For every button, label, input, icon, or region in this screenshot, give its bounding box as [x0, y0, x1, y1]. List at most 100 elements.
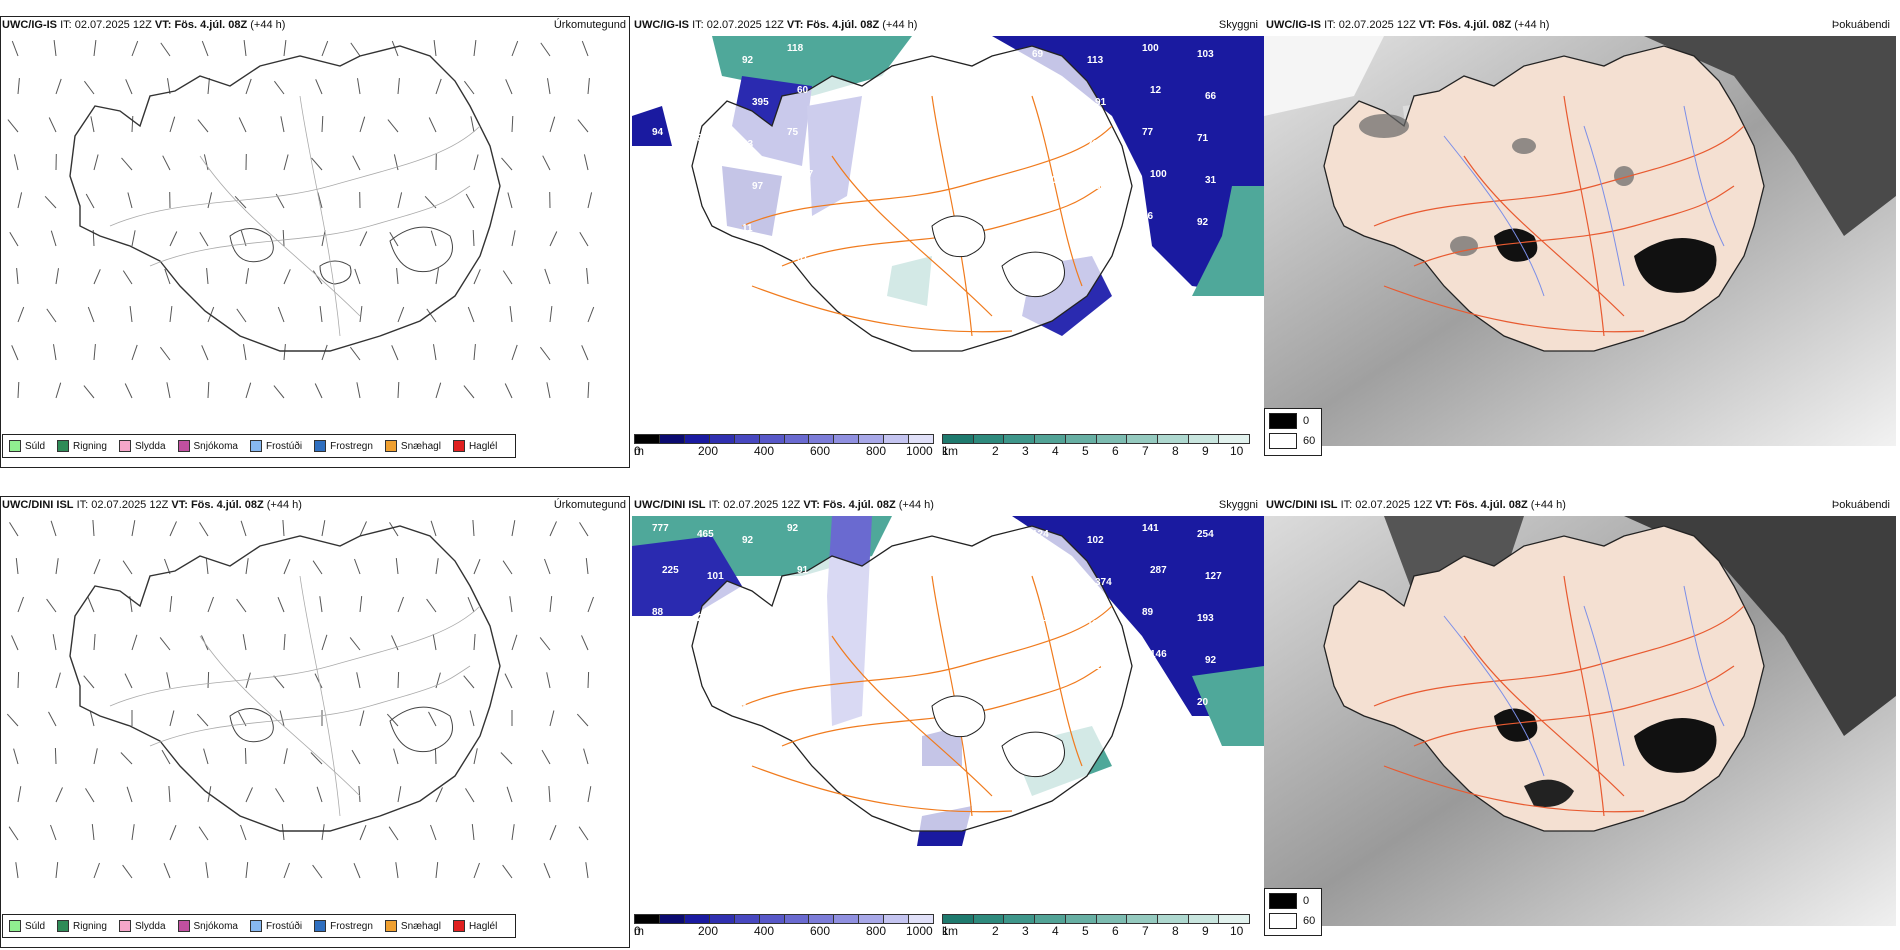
wind-barb — [358, 785, 361, 803]
scale-swatch — [1035, 915, 1066, 923]
visibility-value: 124 — [1032, 529, 1049, 540]
wind-barb — [17, 786, 22, 803]
wind-barb — [435, 78, 442, 95]
wind-barb — [587, 671, 590, 689]
wind-barb — [583, 154, 589, 171]
wind-barb — [275, 788, 285, 803]
visibility-value: 75 — [787, 127, 799, 138]
visibility-panel-igis: UWC/IG-IS IT: 02.07.2025 12Z VT: Fös. 4.… — [632, 16, 1264, 468]
wind-barb — [316, 786, 323, 803]
wind-barb — [83, 385, 95, 399]
panel-title: UWC/IG-IS IT: 02.07.2025 12Z VT: Fös. 4.… — [1266, 19, 1550, 31]
wind-barb — [393, 748, 399, 765]
wind-barb — [87, 306, 95, 323]
visibility-value: 174 — [652, 691, 669, 702]
precip-legend: Súld Rigning Slydda Snjókoma Frostúði Fr… — [2, 914, 517, 938]
wind-barb — [428, 117, 437, 133]
wind-barb — [17, 192, 23, 209]
visibility-value: 70 — [652, 211, 664, 222]
wind-barb — [502, 864, 513, 879]
wind-barb — [465, 193, 475, 209]
visibility-value: 100 — [1142, 43, 1159, 54]
visibility-map: 95 89 92 118 69 113 100 103 74 350 395 60 83 91 12 66 94… — [632, 36, 1264, 446]
visibility-value: 12 — [1150, 85, 1162, 96]
scale-swatch — [709, 435, 735, 443]
wind-barb — [89, 710, 95, 727]
wind-barb — [472, 519, 475, 537]
visibility-value: 777 — [652, 523, 669, 534]
wind-barb — [321, 344, 328, 361]
wind-barb — [321, 40, 329, 57]
wind-barb — [359, 231, 368, 247]
wind-barb — [389, 232, 399, 247]
precip-map — [0, 36, 632, 446]
wind-barb — [205, 862, 209, 879]
scale-swatch — [1035, 435, 1066, 443]
wind-barb — [349, 637, 361, 651]
visibility-value: 74 — [662, 85, 674, 96]
panel-field-name: Úrkomutegund — [553, 499, 626, 511]
wind-barb — [465, 788, 475, 803]
visibility-value: 350 — [707, 91, 724, 102]
visibility-value: 465 — [697, 529, 714, 540]
wind-barb — [577, 119, 589, 133]
wind-barb — [349, 346, 361, 361]
wind-barb — [321, 520, 326, 537]
wind-barb — [282, 519, 285, 537]
legend-item: Snjókoma — [177, 920, 238, 932]
visibility-value: 113 — [1087, 55, 1104, 66]
wind-barb — [587, 192, 593, 209]
panel-field-name: Þokuábendi — [1831, 19, 1890, 31]
wind-barb — [243, 344, 247, 361]
wind-barb — [426, 308, 437, 323]
panel-title: UWC/DINI ISL IT: 02.07.2025 12Z VT: Fös.… — [2, 499, 302, 511]
wind-barb — [397, 381, 400, 399]
wind-barb — [321, 634, 328, 651]
wind-barb — [169, 596, 173, 613]
scale-swatch — [1096, 915, 1128, 923]
visibility-value: 98 — [1087, 223, 1099, 234]
wind-barb — [359, 825, 367, 841]
visibility-value: 69 — [1032, 49, 1044, 60]
visibility-value: 66 — [1205, 91, 1217, 102]
wind-barb — [353, 863, 361, 879]
wind-barb — [166, 382, 171, 399]
wind-barb — [7, 119, 19, 133]
visibility-value: 137 — [1087, 619, 1104, 630]
scale-swatch — [884, 435, 910, 443]
wind-barb — [11, 635, 19, 651]
wind-barb — [397, 596, 404, 613]
wind-barb — [44, 195, 57, 209]
wind-barb — [359, 306, 363, 323]
wind-barb — [319, 306, 323, 323]
wind-barb — [502, 560, 513, 575]
wind-barb — [122, 864, 133, 879]
panel-title: UWC/IG-IS IT: 02.07.2025 12Z VT: Fös. 4.… — [634, 19, 918, 31]
wind-barb — [314, 673, 323, 689]
wind-barb — [131, 520, 136, 537]
wind-barb — [85, 193, 95, 209]
wind-barb — [354, 268, 361, 285]
wind-barb — [430, 230, 437, 247]
wind-barb — [579, 522, 589, 537]
wind-barb — [471, 824, 475, 841]
fog-panel-dini: UWC/DINI ISL IT: 02.07.2025 12Z VT: Fös.… — [1264, 496, 1896, 948]
wind-barb — [473, 154, 479, 171]
wind-barb — [17, 671, 20, 689]
wind-barb — [509, 596, 513, 613]
wind-barb — [50, 824, 57, 841]
visibility-value: 122 — [662, 649, 679, 660]
wind-barb — [432, 634, 437, 651]
wind-barb — [9, 232, 19, 247]
panel-title: UWC/IG-IS IT: 02.07.2025 12Z VT: Fös. 4.… — [2, 19, 286, 31]
wind-barb — [472, 229, 475, 247]
wind-barb — [245, 382, 252, 399]
scale-swatch — [1157, 915, 1189, 923]
visibility-value: 104 — [1095, 661, 1112, 672]
wind-barb — [317, 192, 323, 209]
wind-barb — [587, 306, 595, 323]
wind-barb — [281, 824, 285, 841]
wind-barb — [50, 230, 57, 247]
visibility-value: 76 — [662, 169, 674, 180]
wind-barb — [121, 157, 133, 171]
